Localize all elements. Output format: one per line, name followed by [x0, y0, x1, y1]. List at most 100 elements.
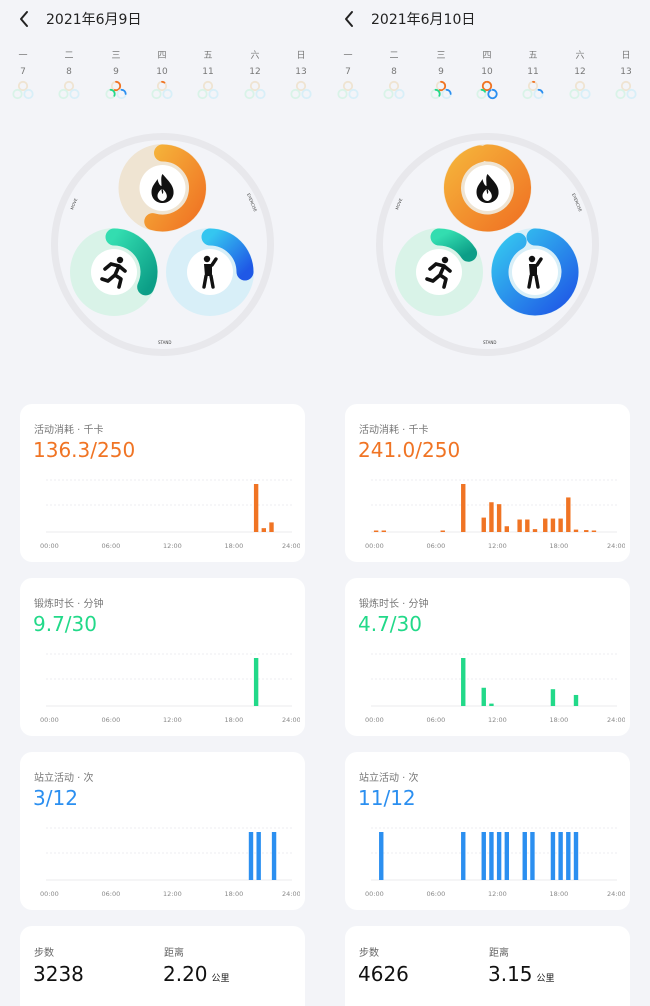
move-card[interactable]: 活动消耗 · 千卡 136.3/250 00:00 06:00 12:00 18:00…	[20, 404, 305, 562]
distance-unit: 公里	[536, 974, 555, 984]
chart-bar	[461, 832, 466, 880]
chart-grid	[46, 653, 292, 707]
chart-bar	[550, 689, 556, 706]
day-rings-mini[interactable]	[12, 80, 34, 100]
chart-bar	[525, 519, 530, 532]
chart-bar	[566, 497, 571, 532]
weekday-label: 日	[621, 51, 631, 61]
chart-bar	[461, 484, 466, 532]
day-number[interactable]: 10	[481, 67, 493, 77]
day-number[interactable]: 8	[66, 67, 72, 77]
chart-bar	[381, 530, 387, 532]
day-number[interactable]: 11	[527, 67, 539, 77]
weekday-label: 二	[64, 51, 74, 61]
distance-label: 距离	[164, 948, 184, 959]
day-rings-mini[interactable]	[476, 80, 498, 100]
distance-number: 3.15	[488, 962, 533, 986]
day-rings-mini[interactable]	[569, 80, 591, 100]
chart-tick-label: 18:00	[550, 890, 569, 898]
chart-bar	[489, 502, 494, 532]
exercise-ring-progress	[105, 228, 158, 296]
exercise-card-value: 9.7/30	[33, 612, 97, 636]
exercise-card[interactable]: 锻炼时长 · 分钟 4.7/30 00:00 06:00 12:00 18:00 24:…	[345, 578, 630, 736]
chart-tick-label: 00:00	[365, 716, 384, 724]
chart-bar	[532, 529, 538, 532]
day-number[interactable]: 12	[249, 67, 261, 77]
move-card-value: 136.3/250	[33, 438, 136, 462]
day-number[interactable]: 7	[345, 67, 351, 77]
chart-bar	[591, 530, 597, 532]
steps-distance-card[interactable]: 步数 3238 距离 2.20 公里	[20, 926, 305, 1006]
chart-grid	[371, 827, 617, 881]
distance-unit: 公里	[211, 974, 230, 984]
chart-bar	[461, 658, 466, 706]
day-panel-left: 2021年6月9日 一 二 三 四 五 六 日 7 8 9 10 11 12 1…	[12, 9, 312, 1006]
stand-card[interactable]: 站立活动 · 次 11/12 00:00 06:00 12:00 18:00 24:00	[345, 752, 630, 910]
chart-tick-label: 12:00	[163, 890, 182, 898]
chart-grid	[46, 827, 292, 881]
exercise-card-label: 锻炼时长 · 分钟	[359, 599, 429, 610]
day-number[interactable]: 8	[391, 67, 397, 77]
chart-tick-label: 00:00	[365, 542, 384, 550]
flame-icon	[151, 174, 174, 203]
day-number[interactable]: 9	[113, 67, 119, 77]
chart-tick-label: 18:00	[550, 542, 569, 550]
back-arrow-icon[interactable]	[16, 9, 32, 29]
move-card-value: 241.0/250	[358, 438, 461, 462]
move-ring-progress	[444, 144, 531, 232]
exercise-ring-progress	[430, 228, 478, 262]
chart-tick-label: 12:00	[163, 716, 182, 724]
day-rings-mini[interactable]	[522, 80, 544, 100]
chart-bar	[573, 694, 579, 706]
day-rings-mini[interactable]	[337, 80, 359, 100]
chart-bar	[530, 832, 535, 880]
move-ring	[443, 144, 532, 232]
chart-tick-label: 18:00	[225, 716, 244, 724]
day-number[interactable]: 11	[202, 67, 214, 77]
chart-bar	[269, 522, 274, 532]
day-number[interactable]: 13	[620, 67, 632, 77]
day-rings-mini[interactable]	[105, 80, 127, 100]
day-rings-mini[interactable]	[615, 80, 637, 100]
activity-rings: MOVE EXERCISE STAND	[51, 133, 274, 356]
ring-label-move: MOVE	[394, 197, 403, 210]
day-rings-mini[interactable]	[58, 80, 80, 100]
chart-tick-label: 24:00	[282, 542, 300, 550]
exercise-ring	[70, 228, 158, 316]
day-rings-mini[interactable]	[197, 80, 219, 100]
chart-tick-label: 12:00	[488, 542, 507, 550]
day-rings-mini[interactable]	[151, 80, 173, 100]
day-number[interactable]: 10	[156, 67, 168, 77]
weekday-label: 六	[575, 51, 585, 61]
steps-value: 4626	[358, 962, 409, 986]
day-number[interactable]: 7	[20, 67, 26, 77]
day-rings-mini[interactable]	[244, 80, 266, 100]
move-ring	[118, 144, 207, 232]
day-number[interactable]: 13	[295, 67, 307, 77]
exercise-card[interactable]: 锻炼时长 · 分钟 9.7/30 00:00 06:00 12:00 18:00 24:…	[20, 578, 305, 736]
distance-number: 2.20	[163, 962, 208, 986]
distance-value: 2.20 公里	[163, 962, 230, 986]
stand-hourly-chart: 00:00 06:00 12:00 18:00 24:00	[40, 827, 300, 898]
day-number[interactable]: 9	[438, 67, 444, 77]
chart-bar	[550, 832, 556, 880]
chart-grid	[371, 653, 617, 707]
day-rings-mini[interactable]	[290, 80, 312, 100]
chart-bar	[271, 832, 277, 880]
chart-bar	[496, 504, 502, 532]
chart-tick-label: 06:00	[102, 542, 121, 550]
chart-tick-label: 18:00	[550, 716, 569, 724]
day-rings-mini[interactable]	[383, 80, 405, 100]
day-number[interactable]: 12	[574, 67, 586, 77]
back-arrow-icon[interactable]	[341, 9, 357, 29]
stand-card-label: 站立活动 · 次	[359, 773, 419, 784]
distance-label: 距离	[489, 948, 509, 959]
day-rings-mini[interactable]	[430, 80, 452, 100]
chart-bar	[481, 517, 486, 532]
chart-bar	[522, 832, 527, 880]
weekday-label: 六	[250, 51, 260, 61]
chart-bar	[379, 832, 384, 880]
stand-card[interactable]: 站立活动 · 次 3/12 00:00 06:00 12:00 18:00 24:00	[20, 752, 305, 910]
steps-distance-card[interactable]: 步数 4626 距离 3.15 公里	[345, 926, 630, 1006]
move-card[interactable]: 活动消耗 · 千卡 241.0/250 00:00 06:00 12:00 18:00…	[345, 404, 630, 562]
